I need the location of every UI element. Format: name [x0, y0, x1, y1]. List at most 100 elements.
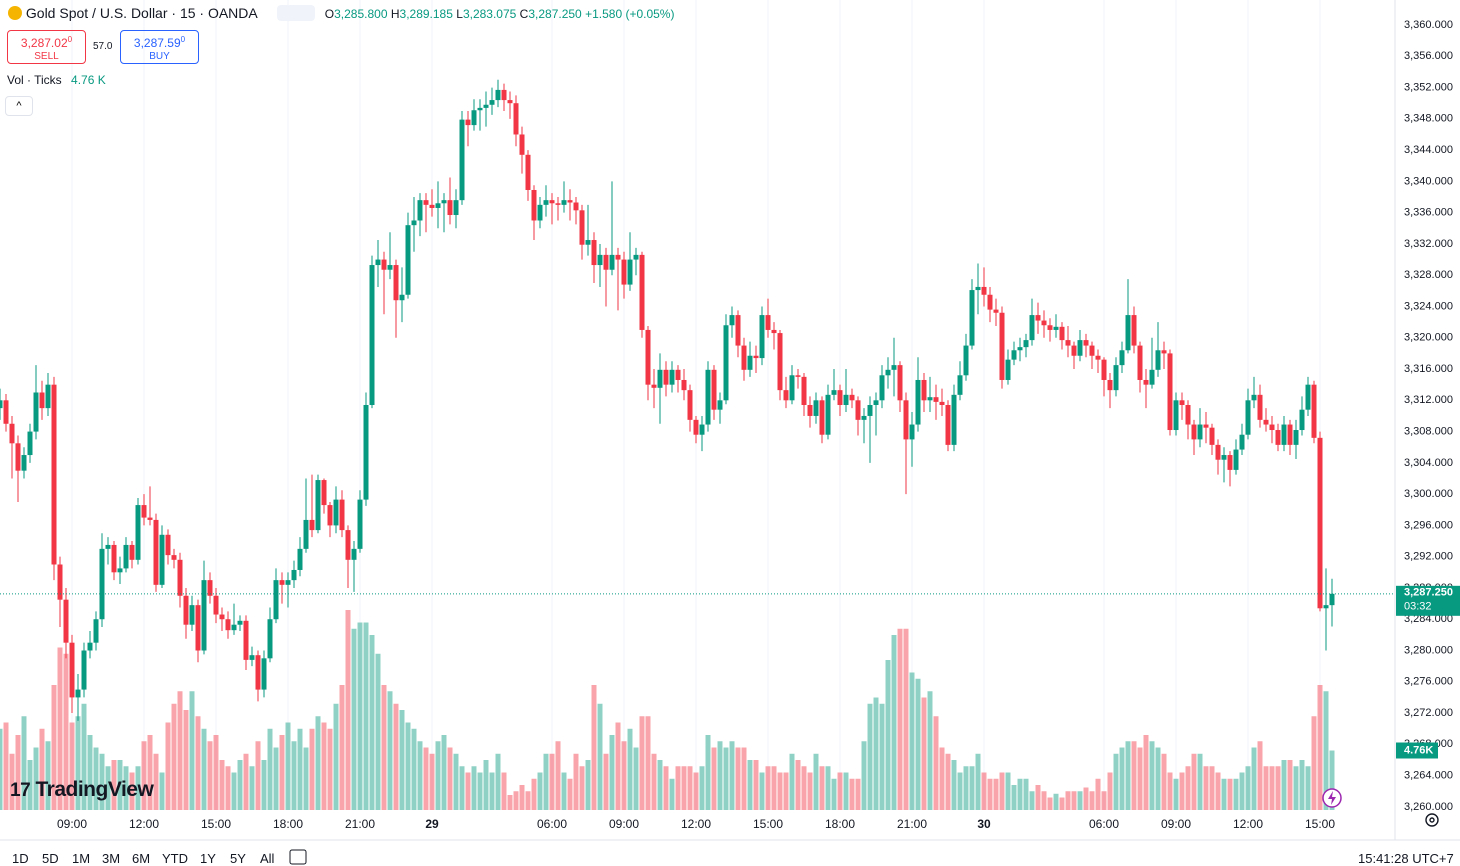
candle-body [291, 569, 297, 581]
range-button[interactable]: 6M [132, 851, 151, 866]
candle-body [1125, 315, 1131, 351]
volume-bar [435, 741, 441, 810]
volume-bar [507, 795, 513, 810]
status-badge[interactable] [276, 5, 315, 21]
candle-body [1053, 326, 1059, 330]
range-button[interactable]: 1Y [200, 851, 216, 866]
volume-bar [1215, 772, 1221, 810]
volume-pane [0, 610, 1335, 810]
candle-body [639, 254, 645, 330]
candle-body [1245, 400, 1251, 435]
volume-bar [1317, 685, 1323, 810]
volume-bar [1179, 772, 1185, 810]
candle-body [417, 200, 423, 221]
volume-bar [339, 685, 345, 810]
volume-bar [1101, 791, 1107, 810]
range-button[interactable]: 5Y [230, 851, 246, 866]
x-tick-label: 29 [425, 817, 439, 831]
candle-body [771, 329, 777, 334]
x-tick-label: 09:00 [609, 817, 639, 831]
sell-price: 3,287.02 [20, 36, 68, 50]
candle-body [1197, 424, 1203, 440]
volume-bar [141, 741, 147, 810]
volume-bar [753, 760, 759, 810]
volume-bar [159, 772, 165, 810]
candle-body [597, 254, 603, 266]
candle-body [1023, 340, 1029, 348]
candle-body [51, 384, 57, 565]
candle-body [651, 384, 657, 388]
volume-bar [525, 791, 531, 810]
date-picker-icon[interactable] [289, 849, 307, 865]
volume-bar [1011, 785, 1017, 810]
candle-body [573, 202, 579, 211]
candle-body [1167, 353, 1173, 431]
range-button[interactable]: 5D [42, 851, 59, 866]
last-price-tag [1396, 585, 1460, 616]
candle-body [645, 329, 651, 385]
candle-body [243, 620, 249, 660]
volume-bar [1077, 791, 1083, 810]
volume-bar [861, 741, 867, 810]
range-button[interactable]: 1D [12, 851, 29, 866]
alert-bolt [1328, 791, 1336, 805]
volume-title: Vol · Ticks [7, 73, 62, 87]
collapse-button[interactable]: ^ [5, 96, 33, 116]
candle-body [1059, 326, 1065, 341]
volume-bar [1095, 778, 1101, 810]
volume-bar [249, 766, 255, 810]
range-button[interactable]: YTD [162, 851, 188, 866]
volume-bar [75, 716, 81, 810]
volume-bar [321, 722, 327, 810]
range-button[interactable]: 3M [102, 851, 121, 866]
volume-bar [1311, 716, 1317, 810]
candle-body [699, 424, 705, 435]
candle-body [681, 379, 687, 391]
volume-bar [1059, 797, 1065, 810]
volume-bar [153, 753, 159, 810]
candle-body [747, 355, 753, 370]
buy-button[interactable]: 3,287.590 BUY [120, 30, 199, 64]
candle-body [867, 405, 873, 416]
range-button[interactable]: 1M [72, 851, 91, 866]
y-tick-label: 3,260.000 [1404, 801, 1453, 813]
candle-body [99, 548, 105, 620]
volume-bar [1227, 778, 1233, 810]
volume-bar [1155, 747, 1161, 810]
candle-body [765, 315, 771, 330]
volume-bar [81, 703, 87, 810]
candle-body [321, 480, 327, 506]
volume-bar [603, 753, 609, 810]
volume-bar [399, 710, 405, 810]
volume-bar [477, 772, 483, 810]
volume-bar [531, 778, 537, 810]
clock: 15:41:28 UTC+7 [1358, 851, 1454, 866]
volume-bar [909, 672, 915, 810]
candle-body [741, 345, 747, 370]
volume-bar [1119, 747, 1125, 810]
candle-body [585, 240, 591, 245]
candle-body [135, 505, 141, 560]
settings-icon[interactable] [1425, 813, 1439, 827]
candle-body [117, 568, 123, 573]
candle-body [915, 379, 921, 425]
volume-bar [27, 760, 33, 810]
candle-body [519, 134, 525, 155]
candle-body [21, 455, 27, 471]
candle-body [9, 423, 15, 444]
candle-body [1227, 455, 1233, 470]
sell-button[interactable]: 3,287.020 SELL [7, 30, 86, 64]
volume-bar [1245, 766, 1251, 810]
volume-bar [231, 772, 237, 810]
candle-body [849, 394, 855, 401]
candle-body [225, 619, 231, 631]
volume-bar [1329, 750, 1335, 810]
y-tick-label: 3,312.000 [1404, 394, 1453, 406]
volume-bar [267, 728, 273, 810]
candle-body [495, 89, 501, 101]
range-button[interactable]: All [260, 851, 275, 866]
x-tick-label: 18:00 [273, 817, 303, 831]
h-label: H [390, 7, 400, 21]
volume-bar [171, 703, 177, 810]
volume-bar [189, 691, 195, 810]
